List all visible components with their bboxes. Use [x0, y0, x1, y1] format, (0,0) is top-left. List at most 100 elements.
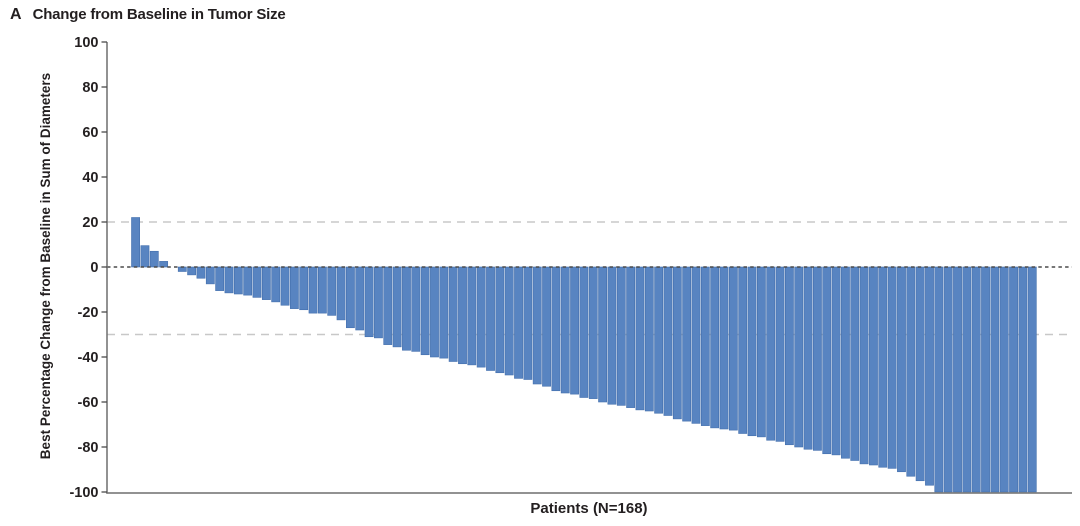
- y-axis-title: Best Percentage Change from Baseline in …: [38, 73, 53, 459]
- patient-bar: [346, 266, 355, 329]
- patient-bar: [813, 266, 822, 451]
- y-tick-label: -100: [69, 485, 98, 501]
- y-tick-label: 60: [82, 125, 98, 141]
- patient-bar: [943, 266, 953, 493]
- patient-bar: [233, 266, 243, 295]
- patient-bar: [514, 266, 523, 379]
- y-tick-label: -40: [78, 350, 99, 366]
- patient-bar: [252, 266, 262, 298]
- patient-bar: [981, 266, 990, 493]
- patient-bar: [327, 266, 337, 316]
- patient-bar: [878, 266, 888, 468]
- y-tick-label: -80: [78, 440, 99, 456]
- figure-title: Change from Baseline in Tumor Size: [32, 6, 286, 23]
- patient-bar: [439, 266, 449, 359]
- patient-bar: [476, 266, 486, 368]
- patient-bar: [187, 266, 197, 276]
- patient-bar: [598, 266, 607, 403]
- patient-bar: [588, 266, 598, 399]
- patient-bar: [672, 266, 682, 420]
- patient-bar: [728, 266, 738, 431]
- patient-bar: [383, 266, 393, 345]
- patient-bar: [803, 266, 813, 450]
- patient-bar: [887, 266, 897, 469]
- patient-bar: [682, 266, 692, 422]
- patient-bar: [289, 266, 299, 309]
- patient-bar: [579, 266, 589, 398]
- patient-bar: [831, 266, 841, 456]
- figure-header: A Change from Baseline in Tumor Size: [10, 6, 286, 24]
- patient-bar: [448, 266, 458, 362]
- patient-bar: [607, 266, 617, 405]
- patient-bar: [775, 266, 785, 442]
- patient-bar: [925, 266, 934, 486]
- patient-bar: [934, 266, 944, 493]
- patient-bar: [953, 266, 962, 493]
- y-tick-label: 80: [82, 80, 98, 96]
- patient-bar: [374, 266, 383, 339]
- patient-bar: [663, 266, 673, 416]
- patient-bar: [766, 266, 776, 441]
- bars: [131, 217, 1037, 493]
- patient-bar: [271, 266, 281, 303]
- patient-bar: [990, 266, 1000, 493]
- patient-bar: [738, 266, 748, 434]
- patient-bar: [850, 266, 860, 461]
- patient-bar: [542, 266, 551, 387]
- patient-bar: [1027, 266, 1037, 493]
- patient-bar: [402, 266, 411, 351]
- patient-bar: [504, 266, 514, 376]
- y-tick-marks: [101, 41, 107, 493]
- patient-bar: [261, 266, 271, 300]
- patient-bar: [243, 266, 253, 296]
- patient-bar: [1018, 266, 1028, 493]
- patient-bar: [532, 266, 542, 385]
- patient-bar: [794, 266, 804, 448]
- patient-bar: [430, 266, 439, 358]
- patient-bar: [971, 266, 981, 493]
- patient-bar: [420, 266, 430, 356]
- panel-label: A: [10, 6, 22, 23]
- patient-bar: [551, 266, 561, 392]
- patient-bar: [654, 266, 664, 414]
- patient-bar: [756, 266, 766, 438]
- patient-bar: [280, 266, 290, 306]
- patient-bar: [822, 266, 832, 455]
- patient-bar: [1009, 266, 1018, 493]
- y-tick-label: -20: [78, 305, 99, 321]
- patient-bar: [224, 266, 234, 294]
- patient-bar: [355, 266, 365, 331]
- patient-bar: [364, 266, 374, 338]
- patient-bar: [215, 266, 225, 291]
- y-tick-labels: 100 80 60 40 20 0 -20 -40 -60 -80 -100: [69, 35, 98, 501]
- patient-bar: [486, 266, 495, 371]
- patient-bar: [906, 266, 916, 477]
- patient-bar: [700, 266, 710, 426]
- patient-bar: [467, 266, 477, 366]
- patient-bar: [626, 266, 636, 408]
- y-tick-label: 20: [82, 215, 98, 231]
- patient-bar: [317, 266, 327, 314]
- patient-bar: [392, 266, 402, 348]
- patient-bar: [140, 245, 150, 268]
- patient-bar: [747, 266, 757, 437]
- patient-bar: [616, 266, 626, 406]
- patient-bar: [644, 266, 654, 412]
- patient-bar: [458, 266, 467, 365]
- patient-bar: [205, 266, 215, 285]
- patient-bar: [149, 250, 159, 268]
- patient-bar: [841, 266, 850, 459]
- patient-bar: [523, 266, 533, 380]
- patient-bar: [962, 266, 972, 493]
- patient-bar: [710, 266, 720, 429]
- y-tick-label: 40: [82, 170, 98, 186]
- patient-bar: [308, 266, 318, 314]
- patient-bar: [570, 266, 579, 395]
- patient-bar: [299, 266, 309, 311]
- patient-bar: [495, 266, 505, 374]
- patient-bar: [411, 266, 421, 352]
- patient-bar: [897, 266, 906, 473]
- patient-bar: [784, 266, 794, 446]
